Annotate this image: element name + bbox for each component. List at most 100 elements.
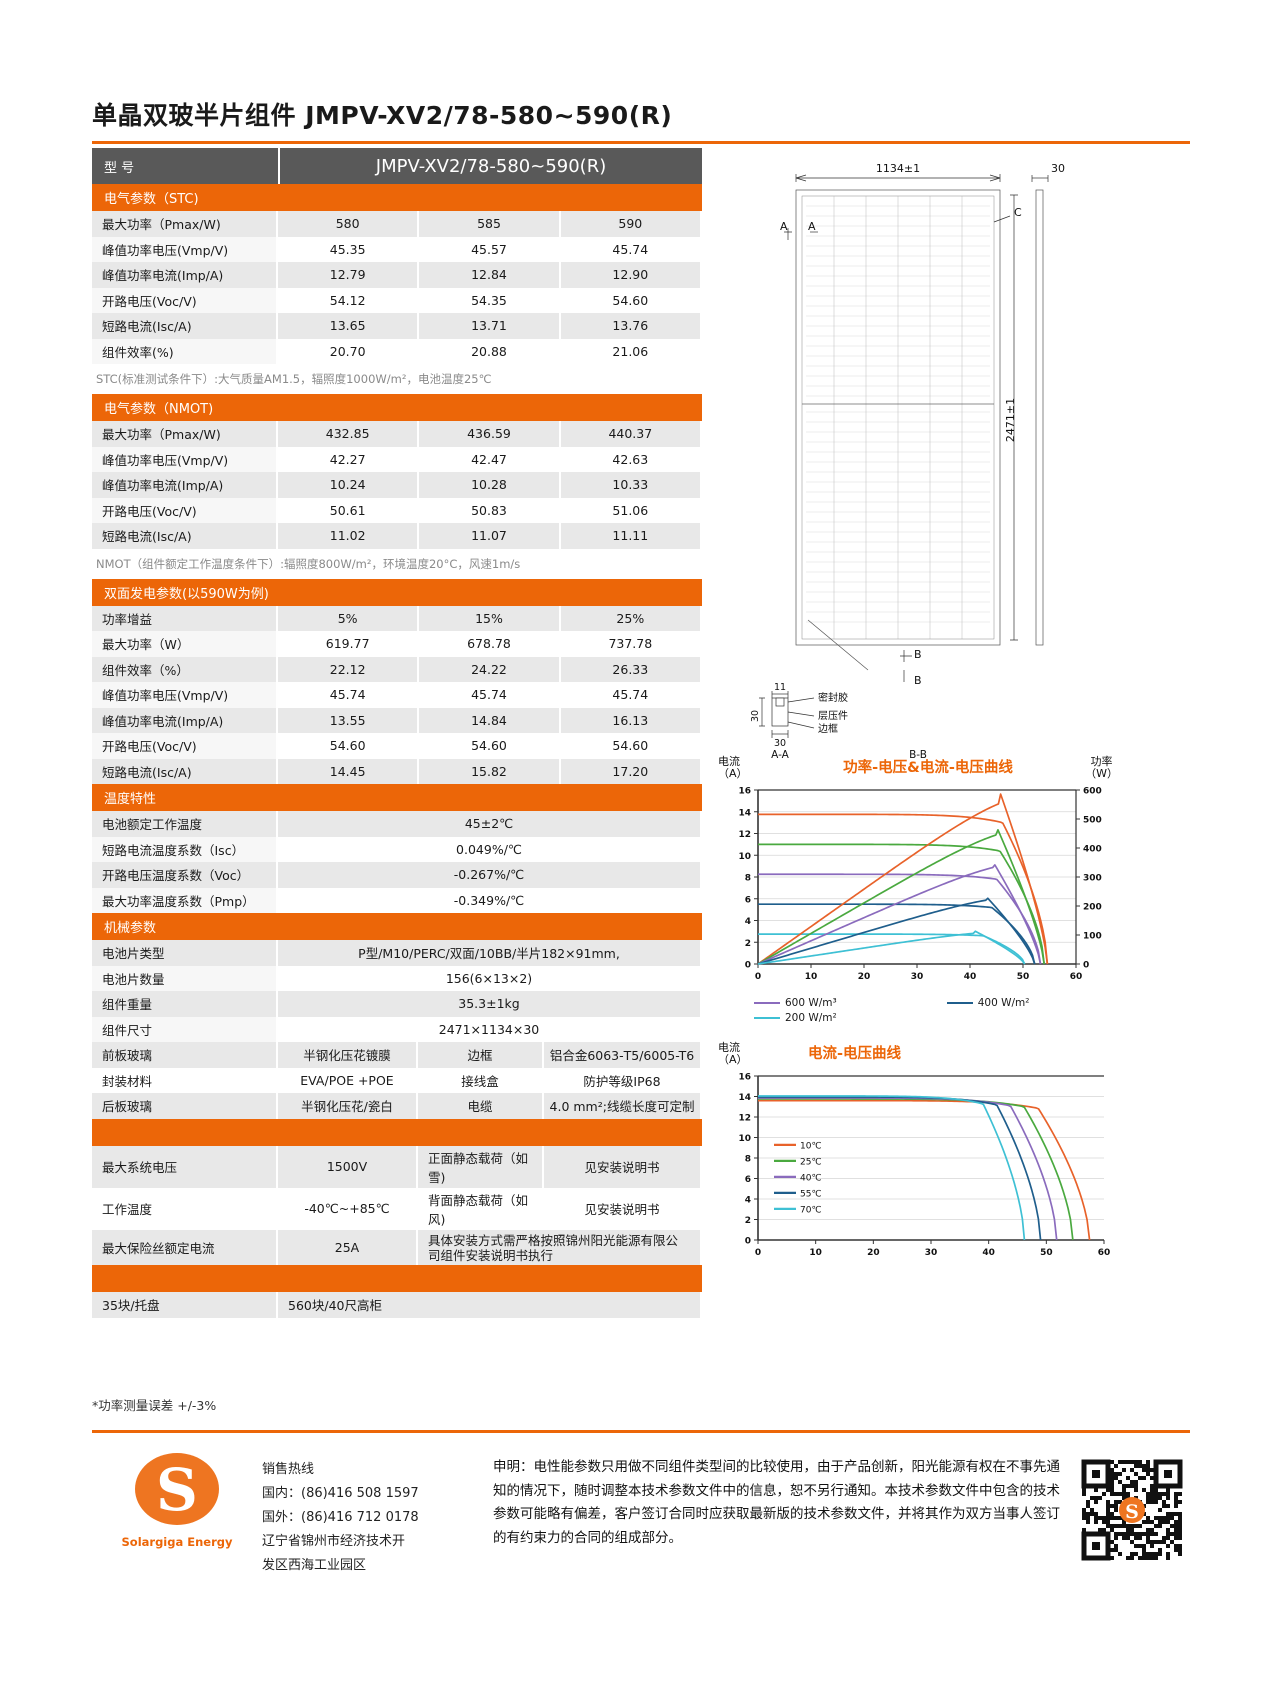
row-label: 峰值功率电压(Vmp/V)	[92, 682, 278, 708]
specification-table: 型 号 JMPV-XV2/78-580~590(R) 电气参数（STC) 最大功…	[92, 148, 702, 1318]
svg-text:40: 40	[982, 1248, 995, 1258]
section-heading-mechanical: 机械参数	[92, 913, 702, 940]
svg-text:200: 200	[1083, 903, 1102, 913]
chart2-title: 电流-电压曲线	[808, 1046, 902, 1062]
table-row: 峰值功率电流(Imp/A) 12.79 12.84 12.90	[92, 262, 702, 288]
row-value: 585	[419, 211, 561, 237]
svg-text:16: 16	[738, 787, 751, 797]
page-footer: S Solargiga Energy 销售热线 国内：(86)416 508 1…	[92, 1452, 1190, 1578]
row-value: P型/M10/PERC/双面/10BB/半片182×91mm,	[278, 940, 702, 966]
table-row: 封装材料 EVA/POE +POE 接线盒 防护等级IP68	[92, 1067, 702, 1093]
svg-text:55℃: 55℃	[800, 1189, 822, 1199]
svg-text:10: 10	[805, 972, 818, 982]
row-value: 432.85	[278, 421, 420, 447]
row-value: 11.11	[560, 523, 702, 549]
row-value: 45.74	[278, 682, 420, 708]
svg-text:4: 4	[745, 1196, 751, 1206]
row-value: 45±2℃	[278, 811, 702, 837]
title-divider	[92, 141, 1190, 144]
row-value: 26.33	[560, 656, 702, 682]
table-row: 组件效率（%） 22.12 24.22 26.33	[92, 656, 702, 682]
svg-text:6: 6	[745, 1175, 751, 1185]
row-value: 半钢化压花镀膜	[278, 1042, 418, 1068]
svg-text:100: 100	[1083, 932, 1102, 942]
table-row: 短路电流(Isc/A) 13.65 13.71 13.76	[92, 313, 702, 339]
table-row: 开路电压(Voc/V) 54.12 54.35 54.60	[92, 287, 702, 313]
row-value: 11.02	[278, 523, 420, 549]
svg-text:16: 16	[738, 1073, 751, 1083]
row-value: -40℃~+85℃	[278, 1187, 418, 1230]
table-row: 开路电压(Voc/V) 54.60 54.60 54.60	[92, 733, 702, 759]
row-value: 22.12	[278, 656, 420, 682]
row-label: 最大功率（Pmax/W)	[92, 421, 278, 447]
company-logo: S Solargiga Energy	[92, 1452, 262, 1578]
row-value: 45.57	[419, 236, 561, 262]
row-label-secondary: 电缆	[418, 1093, 544, 1119]
table-row: 最大功率（W） 619.77 678.78 737.78	[92, 631, 702, 657]
chart1-ylabel-right: 功率 （W）	[1085, 755, 1118, 780]
row-label: 工作温度	[92, 1187, 278, 1230]
row-label: 封装材料	[92, 1067, 278, 1093]
row-value: 54.35	[419, 287, 561, 313]
contact-title: 销售热线	[262, 1462, 315, 1477]
svg-text:60: 60	[1070, 972, 1083, 982]
svg-text:4: 4	[745, 917, 751, 927]
row-value: 0.049%/℃	[278, 836, 702, 862]
chart-current-voltage: 电流 （A） 电流-电压曲线 0 2 4 6 8 10 12 14 16 0 10 20 30 40 50 6…	[718, 1042, 1118, 1270]
row-value: 10.28	[419, 472, 561, 498]
chart2-canvas: 0 2 4 6 8 10 12 14 16 0 10 20 30 40 50 60 10℃ 25℃ 40℃ 55℃ 70…	[738, 1073, 1110, 1259]
row-label: 开路电压(Voc/V)	[92, 497, 278, 523]
drawing-label-lam1: 层压件	[818, 710, 848, 722]
legend-item: 400 W/m²	[946, 997, 1030, 1009]
chart1-legend: 600 W/m³ 400 W/m² 200 W/m²	[754, 994, 1118, 1024]
row-value: 13.76	[560, 313, 702, 339]
row-label: 组件尺寸	[92, 1016, 278, 1042]
row-value: 50.61	[278, 497, 420, 523]
row-value: 560块/40尺高柜	[278, 1292, 702, 1318]
legend-swatch	[946, 1001, 973, 1005]
svg-text:40℃: 40℃	[800, 1173, 822, 1183]
svg-text:8: 8	[745, 1155, 751, 1165]
chart2-ylabel-left: 电流 （A）	[718, 1041, 748, 1066]
row-label: 电池额定工作温度	[92, 811, 278, 837]
row-value: 25%	[560, 605, 702, 631]
table-row: 35块/托盘 560块/40尺高柜	[92, 1292, 702, 1318]
row-value: 20.88	[419, 338, 561, 364]
svg-text:400: 400	[1083, 845, 1102, 855]
section-heading-temperature: 温度特性	[92, 784, 702, 811]
table-row: 前板玻璃 半钢化压花镀膜 边框 铝合金6063-T5/6005-T6	[92, 1042, 702, 1068]
row-label: 最大功率温度系数（Pmp）	[92, 887, 278, 913]
svg-text:2: 2	[745, 1216, 751, 1226]
row-label: 组件重量	[92, 991, 278, 1017]
svg-text:0: 0	[755, 1248, 761, 1258]
row-value: 42.27	[278, 446, 420, 472]
svg-text:0: 0	[745, 961, 751, 971]
row-value: 45.74	[419, 682, 561, 708]
svg-text:30: 30	[925, 1248, 938, 1258]
model-value: JMPV-XV2/78-580~590(R)	[278, 148, 702, 184]
row-value: 51.06	[560, 497, 702, 523]
row-label: 短路电流(Isc/A)	[92, 758, 278, 784]
temperature-rows: 电池额定工作温度 45±2℃ 短路电流温度系数（Isc） 0.049%/℃ 开路电压温度…	[92, 811, 702, 913]
stc-rows: 最大功率（Pmax/W) 580 585 590 峰值功率电压(Vmp/V) 45.35 4…	[92, 211, 702, 364]
table-row: 电池片数量 156(6×13×2)	[92, 965, 702, 991]
row-value: 5%	[278, 605, 420, 631]
table-row: 最大系统电压 1500V 正面静态载荷（如雪) 见安装说明书	[92, 1145, 702, 1188]
right-column: 1134±1 30 2471±1 A A B B C	[718, 150, 1118, 1270]
row-label: 开路电压温度系数（Voc）	[92, 862, 278, 888]
page-header: 单晶双玻半片组件 JMPV-XV2/78-580~590(R)	[92, 96, 1192, 144]
row-value: 42.63	[560, 446, 702, 472]
row-value: 15%	[419, 605, 561, 631]
svg-text:10: 10	[738, 852, 751, 862]
table-row: 电池片类型 P型/M10/PERC/双面/10BB/半片182×91mm,	[92, 940, 702, 966]
svg-text:0: 0	[755, 972, 761, 982]
svg-text:25℃: 25℃	[800, 1157, 822, 1167]
row-value: 2471×1134×30	[278, 1016, 702, 1042]
row-label: 开路电压(Voc/V)	[92, 733, 278, 759]
row-label: 峰值功率电压(Vmp/V)	[92, 446, 278, 472]
svg-text:40: 40	[964, 972, 977, 982]
mechanical-split-rows: 前板玻璃 半钢化压花镀膜 边框 铝合金6063-T5/6005-T6 封装材料 EVA/P…	[92, 1042, 702, 1119]
row-value: 16.13	[560, 707, 702, 733]
bifacial-rows: 功率增益 5% 15% 25% 最大功率（W） 619.77 678.78 737.78 组件效…	[92, 605, 702, 784]
row-value-secondary: 见安装说明书	[544, 1187, 702, 1230]
